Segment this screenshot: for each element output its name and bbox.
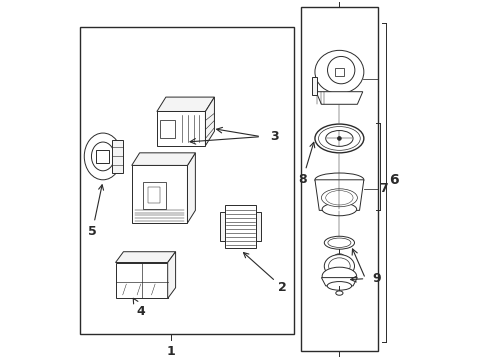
Ellipse shape [92,142,115,171]
Ellipse shape [326,190,353,205]
Polygon shape [116,252,175,262]
Ellipse shape [324,255,354,278]
Text: 3: 3 [270,130,279,143]
Polygon shape [157,97,215,112]
Ellipse shape [326,131,353,147]
Polygon shape [188,153,196,223]
Polygon shape [157,112,205,146]
Ellipse shape [315,124,364,153]
Ellipse shape [84,133,122,180]
Circle shape [338,137,341,140]
Bar [301,7,378,351]
Polygon shape [116,262,168,298]
Polygon shape [313,77,317,95]
Text: 2: 2 [244,253,287,294]
Ellipse shape [336,291,343,295]
Text: 8: 8 [298,142,315,186]
Polygon shape [225,205,256,248]
Polygon shape [132,153,196,165]
Polygon shape [316,92,363,104]
Bar [79,27,294,334]
Ellipse shape [327,57,355,84]
Ellipse shape [321,189,357,207]
Polygon shape [315,180,364,210]
Polygon shape [205,97,215,146]
Ellipse shape [329,258,350,274]
Ellipse shape [318,127,360,150]
Bar [143,181,166,208]
Text: 6: 6 [390,173,399,187]
Ellipse shape [335,254,343,258]
Polygon shape [132,165,188,223]
Text: 5: 5 [88,185,103,238]
Bar [97,150,109,163]
Ellipse shape [328,238,351,247]
Ellipse shape [327,282,352,290]
Ellipse shape [324,236,354,249]
Polygon shape [256,212,261,241]
Polygon shape [168,252,175,298]
Polygon shape [112,140,122,172]
Text: 1: 1 [167,345,175,358]
Ellipse shape [322,203,357,216]
Text: 4: 4 [133,298,145,318]
Ellipse shape [315,50,364,94]
Bar [335,68,344,76]
Bar [161,121,175,139]
Bar [148,187,161,203]
Text: 7: 7 [379,182,388,195]
Ellipse shape [322,267,357,285]
Polygon shape [321,278,357,286]
Ellipse shape [315,173,364,186]
Text: 9: 9 [373,272,381,285]
Polygon shape [220,212,225,241]
